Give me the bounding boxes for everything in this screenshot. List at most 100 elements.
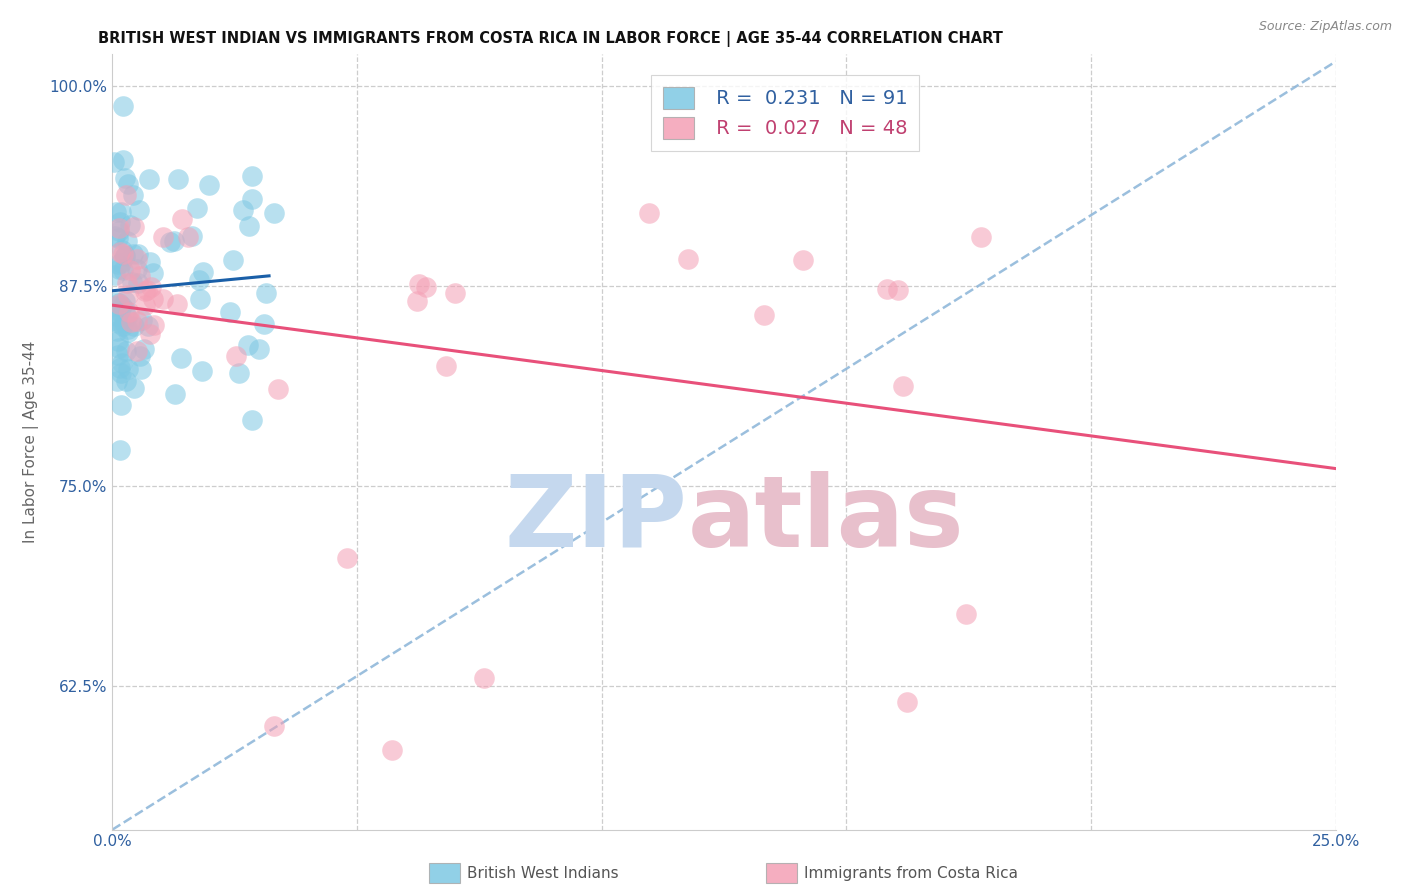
Point <box>415 279 437 293</box>
Point <box>170 212 193 227</box>
Point <box>129 362 152 376</box>
Point <box>170 351 193 366</box>
Point <box>242 169 264 184</box>
Point <box>114 249 136 263</box>
Point <box>114 171 136 186</box>
Point <box>143 318 166 333</box>
Point <box>166 297 188 311</box>
Point <box>114 188 136 202</box>
Point <box>238 219 260 233</box>
Point <box>896 694 918 708</box>
Point <box>887 283 910 297</box>
Point <box>103 154 125 169</box>
Point <box>110 215 132 229</box>
Point <box>131 313 153 327</box>
Point <box>103 229 125 244</box>
Point <box>111 299 134 313</box>
Point <box>108 224 131 238</box>
Point <box>165 387 187 401</box>
Point <box>127 247 149 261</box>
Point <box>225 350 247 364</box>
Point <box>110 256 132 270</box>
Point <box>238 337 260 351</box>
Point <box>121 246 143 260</box>
Point <box>118 263 141 277</box>
Point <box>110 398 132 412</box>
Point <box>190 364 212 378</box>
Point <box>188 292 211 306</box>
Point <box>104 268 127 282</box>
Point <box>104 294 127 309</box>
Point <box>114 302 136 317</box>
Point <box>167 171 190 186</box>
Point <box>969 230 991 244</box>
Point <box>263 718 285 732</box>
Point <box>117 326 139 340</box>
Point <box>112 316 135 330</box>
Point <box>142 266 165 280</box>
Point <box>188 272 211 286</box>
Point <box>120 218 142 232</box>
Point <box>381 742 404 756</box>
Point <box>108 245 131 260</box>
Point <box>115 343 138 358</box>
Point <box>115 374 138 388</box>
Point <box>436 359 458 373</box>
Point <box>115 310 138 324</box>
Point <box>128 350 150 364</box>
Point <box>219 305 242 319</box>
Point <box>110 205 132 219</box>
Point <box>443 286 465 301</box>
Point <box>122 219 145 234</box>
Point <box>186 201 208 215</box>
Point <box>406 293 429 308</box>
Text: BRITISH WEST INDIAN VS IMMIGRANTS FROM COSTA RICA IN LABOR FORCE | AGE 35-44 COR: BRITISH WEST INDIAN VS IMMIGRANTS FROM C… <box>98 31 1004 47</box>
Point <box>127 276 149 290</box>
Point <box>228 366 250 380</box>
Point <box>107 296 129 310</box>
Point <box>139 255 162 269</box>
Point <box>163 234 186 248</box>
Point <box>121 188 143 202</box>
Point <box>139 326 162 341</box>
Point <box>638 205 661 219</box>
Point <box>177 230 200 244</box>
Point <box>128 269 150 284</box>
Point <box>232 202 254 217</box>
Point <box>122 318 145 333</box>
Text: British West Indians: British West Indians <box>467 866 619 880</box>
Point <box>107 317 129 331</box>
Point <box>105 374 128 388</box>
Point <box>472 671 495 685</box>
Point <box>263 206 285 220</box>
Point <box>117 362 139 376</box>
Point <box>111 319 134 334</box>
Point <box>134 297 156 311</box>
Point <box>125 343 148 358</box>
Point <box>115 234 138 248</box>
Point <box>111 153 134 167</box>
Point <box>181 229 204 244</box>
Point <box>105 313 128 327</box>
Point <box>240 413 263 427</box>
Point <box>112 99 135 113</box>
Point <box>107 334 129 349</box>
Point <box>107 231 129 245</box>
Point <box>111 247 134 261</box>
Point <box>108 296 131 310</box>
Point <box>193 265 215 279</box>
Point <box>138 172 160 186</box>
Point <box>876 282 898 296</box>
Point <box>122 381 145 395</box>
Point <box>128 203 150 218</box>
Point <box>120 315 142 329</box>
Legend:  R =  0.231   N = 91,  R =  0.027   N = 48: R = 0.231 N = 91, R = 0.027 N = 48 <box>651 75 920 151</box>
Point <box>112 262 135 277</box>
Point <box>139 279 162 293</box>
Point <box>253 318 276 332</box>
Point <box>105 205 128 219</box>
Point <box>135 283 157 297</box>
Point <box>115 276 138 290</box>
Point <box>754 308 776 322</box>
Point <box>107 257 129 271</box>
